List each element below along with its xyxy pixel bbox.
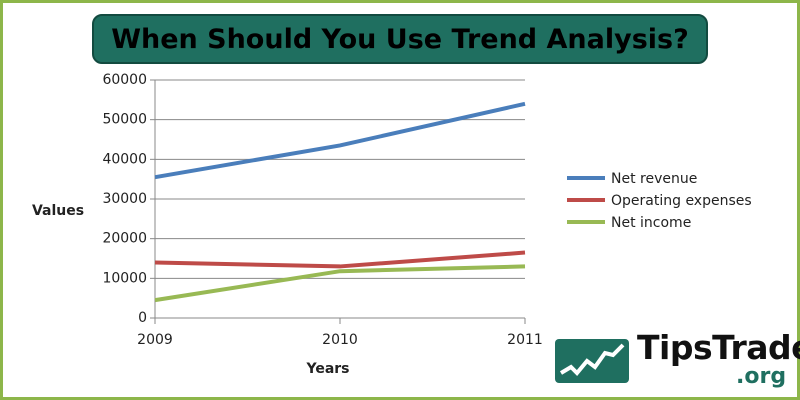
y-tick-label: 30000	[102, 191, 147, 207]
y-tick-label: 0	[138, 310, 147, 326]
legend-label: Net income	[611, 215, 691, 231]
x-tick-label: 2009	[137, 332, 173, 348]
series-line-net-revenue	[154, 101, 526, 180]
y-axis-label: Values	[32, 203, 84, 219]
legend-label: Net revenue	[611, 171, 697, 187]
series-line-operating-expenses	[154, 250, 526, 269]
trend-logo-icon	[555, 339, 629, 383]
y-tick-label: 10000	[102, 270, 147, 286]
x-axis-label: Years	[305, 361, 349, 377]
page-title: When Should You Use Trend Analysis?	[92, 14, 708, 64]
y-tick-label: 20000	[102, 231, 147, 247]
x-tick-label: 2010	[322, 332, 358, 348]
logo-name: TipsTrade	[637, 328, 800, 367]
y-tick-label: 60000	[102, 72, 147, 88]
series-line-net-income	[154, 264, 526, 303]
y-tick-label: 50000	[102, 112, 147, 128]
x-tick-label: 2011	[507, 332, 543, 348]
logo-suffix: .org	[736, 364, 787, 389]
legend-label: Operating expenses	[611, 193, 752, 209]
y-tick-label: 40000	[102, 151, 147, 167]
tipstrade-logo: TipsTrade .org	[553, 331, 800, 390]
